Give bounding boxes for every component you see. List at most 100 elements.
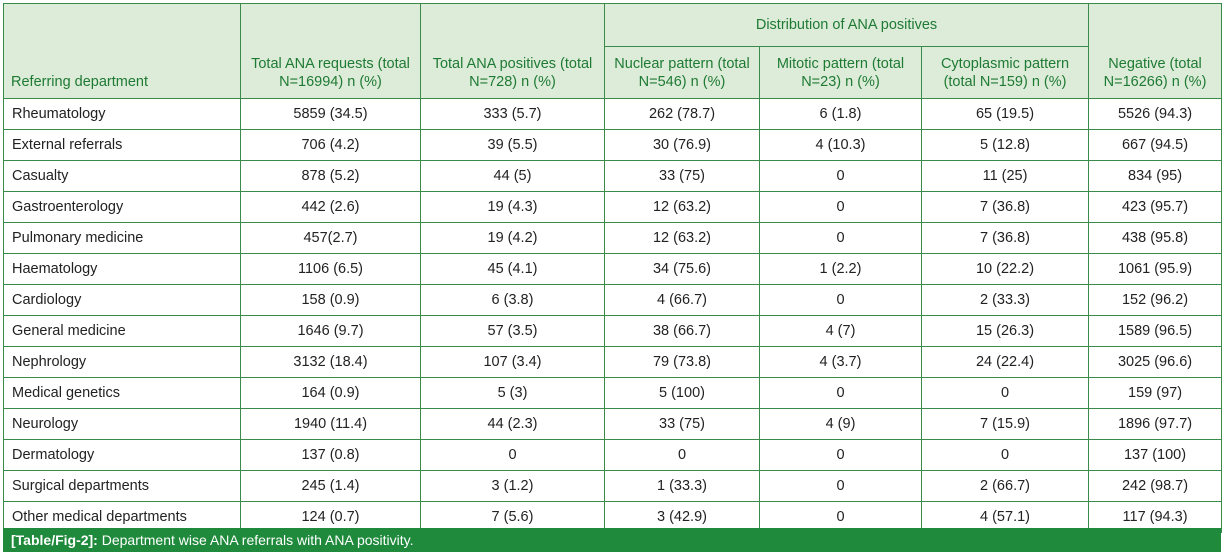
value-cell: 1 (2.2) [759,253,922,285]
value-cell: 137 (100) [1088,439,1223,471]
value-cell: 30 (76.9) [604,129,760,161]
value-cell: 11 (25) [920,160,1090,192]
column-header-total-requests: Total ANA requests (total N=16994) n (%) [240,3,421,99]
department-cell: Cardiology [3,284,241,316]
value-cell: 1940 (11.4) [240,408,421,440]
value-cell: 2 (66.7) [920,470,1090,502]
value-cell: 0 [759,284,922,316]
value-cell: 117 (94.3) [1088,501,1223,533]
value-cell: 39 (5.5) [420,129,605,161]
value-cell: 0 [759,377,922,409]
column-header-total-positives: Total ANA positives (total N=728) n (%) [420,3,605,99]
value-cell: 3132 (18.4) [240,346,421,378]
value-cell: 44 (5) [420,160,605,192]
value-cell: 164 (0.9) [240,377,421,409]
table-row: Surgical departments 245 (1.4) 3 (1.2) 1 (3… [3,470,1223,502]
value-cell: 152 (96.2) [1088,284,1223,316]
department-cell: Dermatology [3,439,241,471]
value-cell: 7 (36.8) [920,222,1090,254]
department-cell: Nephrology [3,346,241,378]
department-cell: Surgical departments [3,470,241,502]
value-cell: 44 (2.3) [420,408,605,440]
value-cell: 706 (4.2) [240,129,421,161]
value-cell: 0 [604,439,760,471]
value-cell: 0 [920,377,1090,409]
value-cell: 667 (94.5) [1088,129,1223,161]
value-cell: 33 (75) [604,160,760,192]
value-cell: 0 [920,439,1090,471]
value-cell: 4 (10.3) [759,129,922,161]
value-cell: 262 (78.7) [604,98,760,130]
value-cell: 6 (1.8) [759,98,922,130]
department-cell: Other medical departments [3,501,241,533]
caption-label: [Table/Fig-2]: [11,532,98,548]
value-cell: 5 (3) [420,377,605,409]
department-cell: Gastroenterology [3,191,241,223]
value-cell: 245 (1.4) [240,470,421,502]
value-cell: 158 (0.9) [240,284,421,316]
value-cell: 12 (63.2) [604,191,760,223]
value-cell: 57 (3.5) [420,315,605,347]
ana-referrals-table: Referring department Total ANA requests … [3,3,1223,533]
column-header-nuclear: Nuclear pattern (total N=546) n (%) [604,46,760,99]
value-cell: 438 (95.8) [1088,222,1223,254]
value-cell: 0 [759,439,922,471]
value-cell: 24 (22.4) [920,346,1090,378]
table-row: Casualty 878 (5.2) 44 (5) 33 (75) 0 11 (25) 83… [3,160,1223,192]
table-caption: [Table/Fig-2]: Department wise ANA refer… [3,528,1221,552]
department-cell: Casualty [3,160,241,192]
value-cell: 4 (66.7) [604,284,760,316]
value-cell: 457(2.7) [240,222,421,254]
value-cell: 137 (0.8) [240,439,421,471]
column-header-department: Referring department [3,3,241,99]
department-cell: Neurology [3,408,241,440]
value-cell: 45 (4.1) [420,253,605,285]
column-header-cytoplasmic: Cytoplasmic pattern (total N=159) n (%) [920,46,1090,99]
table-row: External referrals 706 (4.2) 39 (5.5) 30 (7… [3,129,1223,161]
value-cell: 4 (7) [759,315,922,347]
table-row: Pulmonary medicine 457(2.7) 19 (4.2) 12 (63… [3,222,1223,254]
value-cell: 19 (4.3) [420,191,605,223]
table-row: Rheumatology 5859 (34.5) 333 (5.7) 262 (78.… [3,98,1223,130]
department-cell: Rheumatology [3,98,241,130]
value-cell: 7 (15.9) [920,408,1090,440]
value-cell: 1106 (6.5) [240,253,421,285]
value-cell: 7 (36.8) [920,191,1090,223]
value-cell: 79 (73.8) [604,346,760,378]
table-row: Neurology 1940 (11.4) 44 (2.3) 33 (75) 4 (9)… [3,408,1223,440]
value-cell: 5859 (34.5) [240,98,421,130]
value-cell: 6 (3.8) [420,284,605,316]
value-cell: 1646 (9.7) [240,315,421,347]
value-cell: 19 (4.2) [420,222,605,254]
value-cell: 878 (5.2) [240,160,421,192]
value-cell: 0 [759,501,922,533]
value-cell: 4 (3.7) [759,346,922,378]
column-header-mitotic: Mitotic pattern (total N=23) n (%) [759,46,922,99]
value-cell: 0 [759,191,922,223]
value-cell: 0 [759,160,922,192]
table-row: Haematology 1106 (6.5) 45 (4.1) 34 (75.6) 1 … [3,253,1223,285]
value-cell: 442 (2.6) [240,191,421,223]
value-cell: 333 (5.7) [420,98,605,130]
department-cell: General medicine [3,315,241,347]
value-cell: 0 [420,439,605,471]
table-row: Dermatology 137 (0.8) 0 0 0 0 137 (100) [3,439,1223,471]
value-cell: 5 (12.8) [920,129,1090,161]
caption-text: Department wise ANA referrals with ANA p… [97,532,414,548]
value-cell: 4 (9) [759,408,922,440]
value-cell: 3 (42.9) [604,501,760,533]
table-row: Nephrology 3132 (18.4) 107 (3.4) 79 (73.8) 4… [3,346,1223,378]
value-cell: 1896 (97.7) [1088,408,1223,440]
table-row: General medicine 1646 (9.7) 57 (3.5) 38 (66… [3,315,1223,347]
value-cell: 10 (22.2) [920,253,1090,285]
table-body: Rheumatology 5859 (34.5) 333 (5.7) 262 (78.… [3,98,1223,533]
value-cell: 1 (33.3) [604,470,760,502]
value-cell: 34 (75.6) [604,253,760,285]
value-cell: 2 (33.3) [920,284,1090,316]
value-cell: 5526 (94.3) [1088,98,1223,130]
table-header: Referring department Total ANA requests … [3,3,1223,99]
value-cell: 38 (66.7) [604,315,760,347]
value-cell: 1589 (96.5) [1088,315,1223,347]
value-cell: 33 (75) [604,408,760,440]
